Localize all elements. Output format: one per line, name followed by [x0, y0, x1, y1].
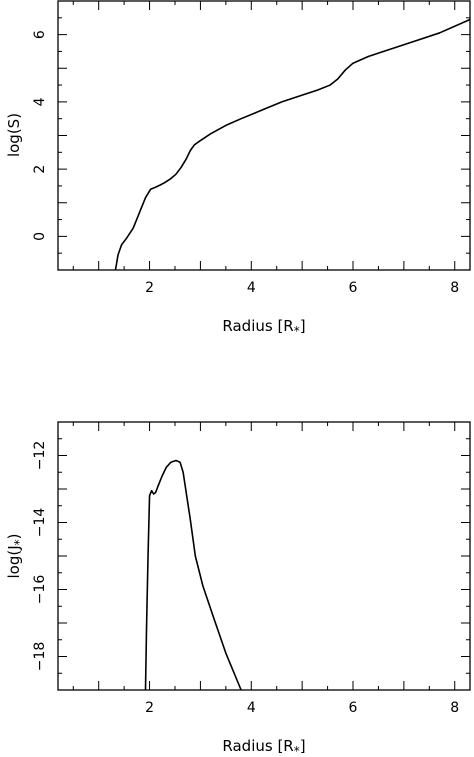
y-tick-label: 2: [32, 165, 48, 174]
y-tick-label: 6: [32, 30, 48, 39]
x-axis-label-top: Radius [R*]: [222, 317, 305, 338]
y-tick-label: −18: [32, 642, 48, 672]
x-tick-label: 8: [450, 700, 459, 716]
series-line-log-j: [144, 459, 242, 691]
series-line-log-s: [114, 18, 471, 271]
y-tick-label: 4: [32, 97, 48, 106]
panel-bottom: 2 4 6 8 −12 −14 −16 −18 Radius [R*] log(J*): [5, 421, 471, 757]
y-tick-label: −16: [32, 575, 48, 605]
tick-marks-bottom: [58, 421, 470, 691]
plot-frame-top: [57, 0, 471, 271]
tick-labels-top: 2 4 6 8 0 2 4 6: [32, 30, 459, 296]
x-axis-label-bottom: Radius [R*]: [222, 737, 305, 757]
x-tick-label: 2: [145, 280, 154, 296]
x-tick-label: 4: [247, 280, 256, 296]
x-tick-label: 2: [145, 700, 154, 716]
x-tick-label: 4: [247, 700, 256, 716]
plot-frame-bottom: [57, 421, 471, 691]
y-tick-label: −12: [32, 441, 48, 471]
y-axis-label-top: log(S): [5, 113, 23, 157]
x-tick-label: 8: [450, 280, 459, 296]
x-tick-label: 6: [349, 700, 358, 716]
tick-marks-top: [58, 0, 470, 271]
y-axis-label-bottom: log(J*): [5, 533, 26, 578]
panel-top: 2 4 6 8 0 2 4 6 Radius [R*] log(S): [5, 0, 471, 338]
x-tick-label: 6: [349, 280, 358, 296]
tick-labels-bottom: 2 4 6 8 −12 −14 −16 −18: [32, 441, 459, 716]
y-tick-label: 0: [32, 232, 48, 241]
y-tick-label: −14: [32, 508, 48, 538]
